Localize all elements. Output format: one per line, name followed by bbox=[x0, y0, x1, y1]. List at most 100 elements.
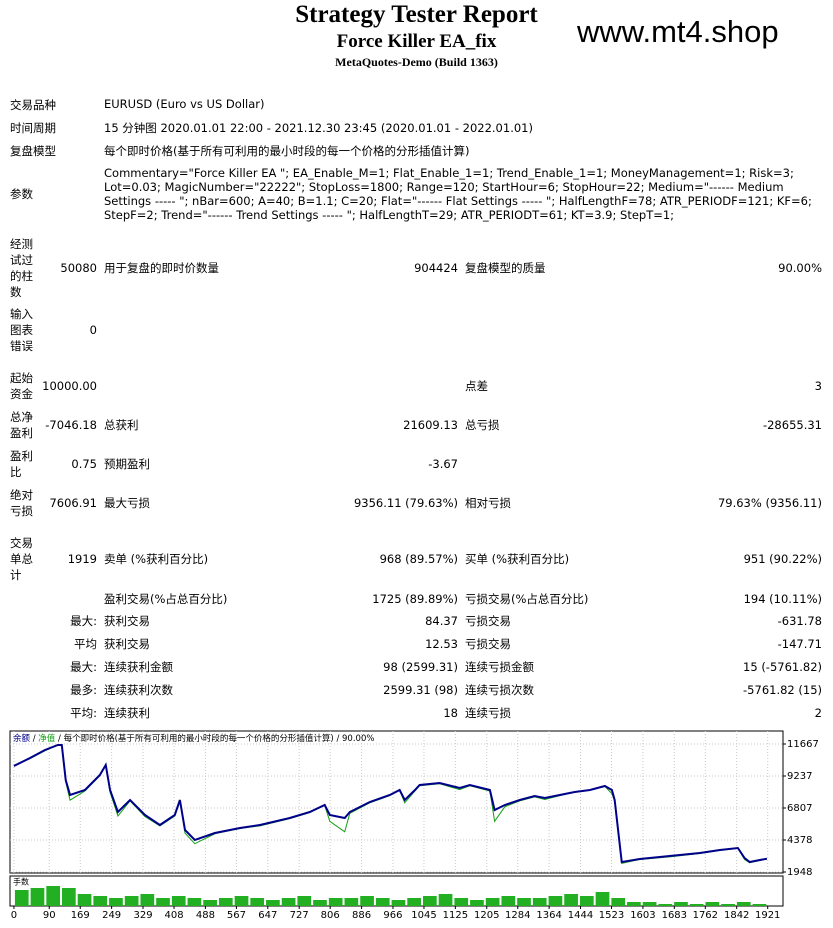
x-tick-label: 1364 bbox=[536, 910, 561, 921]
stat-value: 9356.11 (79.63%) bbox=[353, 496, 458, 510]
x-tick-label: 1045 bbox=[411, 910, 436, 921]
stat-label: 绝对亏损 bbox=[10, 488, 33, 518]
lots-bar bbox=[752, 904, 767, 906]
stat-value: 1919 bbox=[67, 552, 97, 566]
stat-label: 相对亏损 bbox=[465, 496, 511, 510]
lots-bar bbox=[485, 898, 500, 906]
lots-bar bbox=[391, 900, 406, 906]
stat-label: 获利交易 bbox=[104, 637, 150, 651]
y-tick-label: 11667 bbox=[787, 739, 819, 750]
plot-area bbox=[9, 730, 784, 874]
stat-value: 2599.31 (98) bbox=[383, 683, 458, 697]
stat-label: 亏损交易 bbox=[465, 637, 511, 651]
lots-bar bbox=[218, 898, 233, 906]
lots-bar bbox=[407, 898, 422, 906]
stat-value: 904424 bbox=[414, 261, 458, 275]
lots-bar bbox=[156, 898, 170, 906]
x-tick-label: 329 bbox=[133, 910, 152, 921]
stat-value: -631.78 bbox=[777, 614, 822, 628]
lots-bar bbox=[328, 898, 343, 906]
lots-bar bbox=[674, 902, 688, 906]
stat-value: 15 (-5761.82) bbox=[743, 660, 822, 674]
stat-value: 951 (90.22%) bbox=[743, 552, 822, 566]
stat-label: 连续获利次数 bbox=[104, 683, 173, 697]
stat-value: 968 (89.57%) bbox=[379, 552, 458, 566]
x-tick-label: 169 bbox=[71, 910, 90, 921]
x-tick-label: 1762 bbox=[693, 910, 718, 921]
stat-label: 起始资金 bbox=[10, 371, 33, 401]
lots-bar bbox=[360, 896, 374, 906]
stat-label: 总净盈利 bbox=[10, 410, 33, 440]
stat-value: 21609.13 bbox=[403, 418, 458, 432]
lots-bar bbox=[501, 896, 516, 906]
stat-label: 最大亏损 bbox=[104, 496, 150, 510]
stat-value: 7606.91 bbox=[49, 496, 97, 510]
lots-bar bbox=[423, 896, 437, 906]
stat-label: 连续获利金额 bbox=[104, 660, 173, 674]
stat-value: 平均: bbox=[70, 706, 97, 720]
stat-value: -5761.82 (15) bbox=[743, 683, 822, 697]
info-value: EURUSD (Euro vs US Dollar) bbox=[104, 97, 265, 111]
stat-label: 卖单 (%获利百分比) bbox=[104, 552, 209, 566]
x-tick-label: 567 bbox=[227, 910, 246, 921]
lots-bar bbox=[642, 902, 657, 906]
stat-label: 预期盈利 bbox=[104, 457, 150, 471]
lots-bar bbox=[46, 886, 61, 906]
stat-label: 交易单总计 bbox=[10, 536, 33, 582]
stat-value: 0 bbox=[89, 323, 97, 337]
x-tick-label: 1842 bbox=[724, 910, 749, 921]
legend-item: 净值 bbox=[38, 733, 56, 744]
info-label: 复盘模型 bbox=[10, 144, 56, 158]
lots-bar bbox=[736, 902, 751, 906]
x-tick-label: 806 bbox=[321, 910, 340, 921]
info-label: 参数 bbox=[10, 187, 33, 201]
lots-bar bbox=[627, 902, 641, 906]
x-tick-label: 647 bbox=[258, 910, 277, 921]
lots-bar bbox=[313, 900, 327, 906]
x-tick-label: 1921 bbox=[755, 910, 780, 921]
series-line bbox=[13, 744, 768, 864]
stat-label: 连续亏损金额 bbox=[465, 660, 534, 674]
lots-bar bbox=[470, 900, 484, 906]
legend-item: 每个即时价格(基于所有可利用的最小时段的每一个价格的分形插值计算) bbox=[64, 733, 334, 744]
report-title: Strategy Tester Report bbox=[295, 1, 538, 28]
legend-item: / bbox=[336, 734, 339, 744]
stat-value: 84.37 bbox=[425, 614, 458, 628]
stat-label: 盈利比 bbox=[10, 449, 33, 479]
legend: 余额 / 净值 / 每个即时价格(基于所有可利用的最小时段的每一个价格的分形插值… bbox=[13, 733, 374, 744]
stat-label: 连续亏损 bbox=[465, 706, 511, 720]
stat-value: 最大: bbox=[70, 614, 97, 628]
report-subtitle: Force Killer EA_fix bbox=[336, 31, 497, 52]
x-tick-label: 0 bbox=[11, 910, 17, 921]
stat-value: 平均 bbox=[74, 637, 97, 651]
info-label: 时间周期 bbox=[10, 121, 56, 135]
lots-bar bbox=[297, 896, 312, 906]
lots-bar bbox=[93, 896, 108, 906]
lots-bar bbox=[454, 898, 469, 906]
y-tick-label: 1948 bbox=[787, 867, 812, 878]
lots-bar bbox=[187, 898, 202, 906]
stat-label: 输入图表错误 bbox=[10, 307, 33, 353]
x-tick-label: 249 bbox=[102, 910, 121, 921]
x-tick-label: 966 bbox=[383, 910, 402, 921]
lots-bar bbox=[30, 888, 45, 906]
stat-label: 亏损交易(%占总百分比) bbox=[465, 592, 589, 606]
stat-label: 复盘模型的质量 bbox=[465, 261, 546, 275]
lots-bar bbox=[579, 896, 594, 906]
stat-value: -3.67 bbox=[428, 457, 458, 471]
stat-value: 90.00% bbox=[778, 261, 822, 275]
lots-bar bbox=[721, 904, 735, 906]
info-value: 15 分钟图 2020.01.01 22:00 - 2021.12.30 23:… bbox=[104, 121, 533, 135]
lots-bar bbox=[171, 896, 186, 906]
x-tick-label: 1125 bbox=[443, 910, 468, 921]
stat-value: 10000.00 bbox=[42, 379, 97, 393]
server: MetaQuotes-Demo (Build 1363) bbox=[335, 55, 498, 69]
x-tick-label: 1523 bbox=[599, 910, 624, 921]
lots-bar bbox=[250, 898, 265, 906]
lots-bar bbox=[595, 892, 610, 906]
info-value: 每个即时价格(基于所有可利用的最小时段的每一个价格的分形插值计算) bbox=[104, 144, 470, 158]
lots-bar bbox=[77, 894, 92, 906]
y-tick-label: 9237 bbox=[787, 771, 812, 782]
